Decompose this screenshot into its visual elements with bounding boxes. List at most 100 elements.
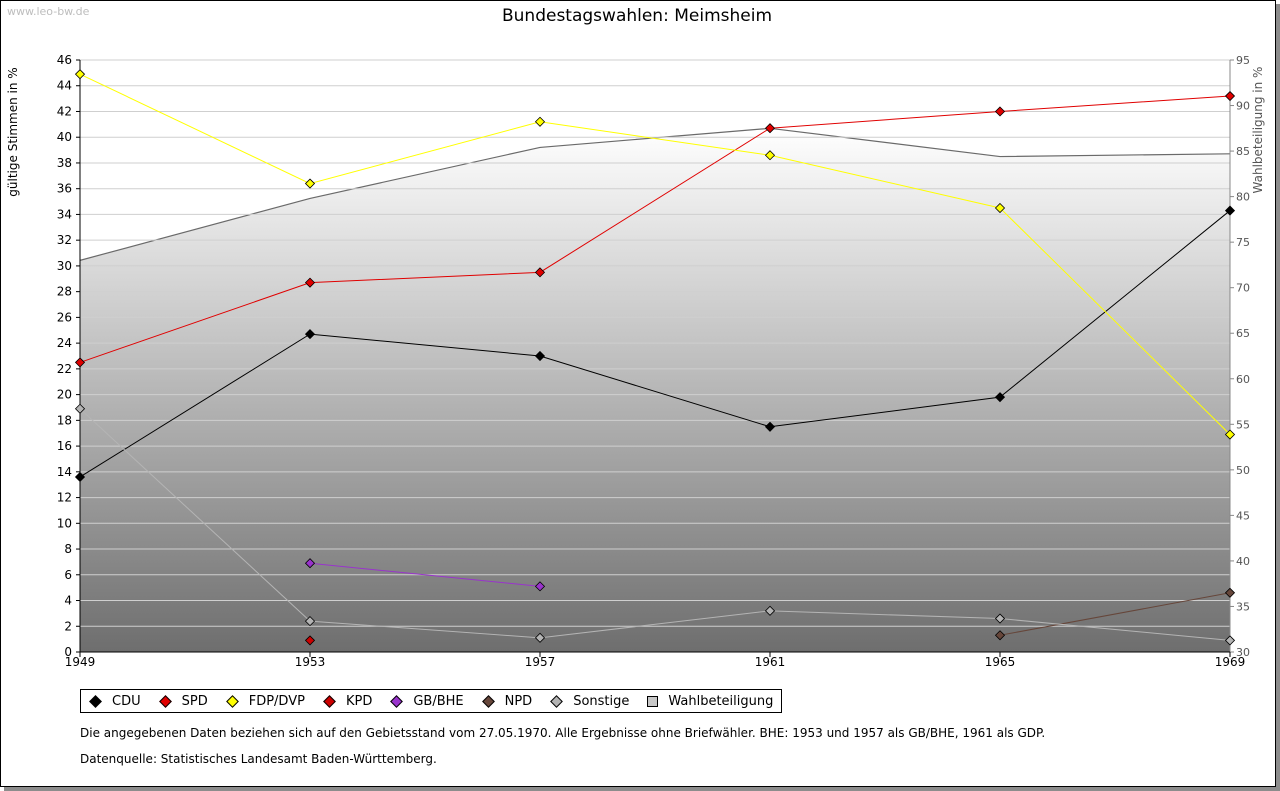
data-point-sonstige bbox=[1224, 635, 1236, 646]
data-point-cdu bbox=[304, 329, 316, 340]
y-tick-label: 28 bbox=[57, 285, 72, 299]
legend-label-sonstige: Sonstige bbox=[573, 693, 630, 709]
data-point-fdp-dvp bbox=[304, 178, 316, 189]
y-tick-label: 26 bbox=[57, 310, 72, 324]
data-point-spd bbox=[304, 277, 316, 288]
legend-swatch-cdu bbox=[89, 694, 102, 708]
data-point-fdp-dvp bbox=[1224, 429, 1236, 440]
y-tick-label: 24 bbox=[57, 336, 72, 350]
y2-tick-label: 40 bbox=[1236, 555, 1250, 568]
y-tick-label: 44 bbox=[57, 79, 72, 93]
legend-item-fdp-dvp: FDP/DVP bbox=[224, 694, 305, 709]
legend-label-gb-bhe: GB/BHE bbox=[413, 693, 464, 709]
data-point-cdu bbox=[1224, 205, 1236, 216]
series-cdu bbox=[74, 205, 1236, 483]
y-tick-label: 18 bbox=[57, 413, 72, 427]
y-tick-label: 12 bbox=[57, 491, 72, 505]
x-tick-label: 1965 bbox=[985, 655, 1016, 669]
legend-item-sonstige: Sonstige bbox=[548, 694, 629, 709]
data-point-fdp-dvp bbox=[994, 202, 1006, 214]
y2-tick-label: 55 bbox=[1236, 418, 1250, 431]
y-tick-label: 38 bbox=[57, 156, 72, 170]
y2-tick-label: 35 bbox=[1236, 600, 1250, 613]
legend-label-spd: SPD bbox=[181, 693, 208, 709]
legend-item-gb-bhe: GB/BHE bbox=[388, 693, 464, 709]
series-spd bbox=[74, 90, 1236, 368]
data-point-gb-bhe bbox=[534, 581, 546, 592]
data-point-cdu bbox=[994, 392, 1006, 403]
turnout-line bbox=[79, 127, 1231, 261]
legend-label-wahlbeteiligung: Wahlbeteiligung bbox=[668, 693, 774, 709]
x-tick-label: 1957 bbox=[525, 655, 556, 669]
series-line-npd bbox=[999, 592, 1231, 636]
y-tick-label: 16 bbox=[57, 439, 72, 453]
series-line-spd bbox=[79, 95, 1231, 363]
note-data-source: Datenquelle: Statistisches Landesamt Bad… bbox=[80, 752, 437, 766]
data-point-kpd bbox=[304, 635, 316, 646]
legend-item-wahlbeteiligung: Wahlbeteiligung bbox=[645, 694, 773, 709]
series-line-sonstige bbox=[79, 408, 1231, 641]
x-tick-label: 1949 bbox=[65, 655, 96, 669]
series-kpd bbox=[304, 635, 316, 646]
x-tick-label: 1961 bbox=[755, 655, 786, 669]
y2-tick-label: 45 bbox=[1236, 509, 1250, 522]
y2-tick-label: 60 bbox=[1236, 373, 1250, 386]
legend-label-kpd: KPD bbox=[345, 693, 373, 709]
chart-title: Bundestagswahlen: Meimsheim bbox=[502, 6, 772, 26]
legend-swatch-spd bbox=[158, 694, 172, 708]
series-line-cdu bbox=[79, 210, 1231, 478]
y-tick-label: 34 bbox=[57, 207, 72, 221]
legend-item-npd: NPD bbox=[480, 693, 533, 709]
y-tick-label: 6 bbox=[64, 568, 72, 582]
y-tick-label: 46 bbox=[57, 53, 72, 67]
x-tick-label: 1969 bbox=[1215, 655, 1246, 669]
data-point-sonstige bbox=[534, 632, 546, 643]
data-point-spd bbox=[764, 123, 776, 134]
watermark: www.leo-bw.de bbox=[7, 5, 90, 18]
data-point-fdp-dvp bbox=[764, 150, 776, 161]
data-point-gb-bhe bbox=[304, 558, 316, 569]
legend: CDU SPD FDP/DVP KPD GB/BHE NPD Sonstige Wahlbet… bbox=[80, 689, 783, 713]
y2-tick-label: 65 bbox=[1236, 327, 1250, 340]
y2-tick-label: 50 bbox=[1236, 464, 1250, 477]
legend-swatch-gb-bhe bbox=[390, 694, 404, 708]
data-point-npd bbox=[994, 630, 1006, 641]
data-point-spd bbox=[534, 267, 546, 278]
data-point-spd bbox=[994, 106, 1006, 117]
series-line-gb-bhe bbox=[309, 562, 541, 587]
legend-item-kpd: KPD bbox=[321, 694, 372, 709]
note-data-basis: Die angegebenen Daten beziehen sich auf … bbox=[80, 726, 1046, 740]
data-point-cdu bbox=[74, 471, 86, 483]
legend-label-fdp-dvp: FDP/DVP bbox=[248, 693, 305, 709]
legend-swatch-sonstige bbox=[550, 694, 564, 708]
turnout-area bbox=[80, 128, 1230, 653]
y-tick-label: 2 bbox=[64, 619, 72, 633]
y-tick-label: 4 bbox=[64, 594, 72, 608]
series-sonstige bbox=[74, 403, 1236, 646]
y2-tick-label: 80 bbox=[1236, 191, 1250, 204]
legend-item-cdu: CDU bbox=[87, 694, 141, 709]
y-tick-label: 14 bbox=[57, 465, 72, 479]
legend-label-npd: NPD bbox=[504, 693, 533, 709]
y-tick-label: 22 bbox=[57, 362, 72, 376]
data-point-sonstige bbox=[994, 613, 1006, 624]
data-point-npd bbox=[1224, 587, 1236, 598]
data-point-sonstige bbox=[74, 403, 86, 414]
data-point-fdp-dvp bbox=[74, 69, 86, 80]
data-point-sonstige bbox=[764, 605, 776, 616]
data-point-spd bbox=[74, 357, 86, 368]
y-tick-label: 36 bbox=[57, 182, 72, 196]
y-tick-label: 30 bbox=[57, 259, 72, 273]
axes: 0246810121416182022242628303234363840424… bbox=[57, 53, 1250, 669]
legend-swatch-npd bbox=[481, 694, 495, 708]
y2-tick-label: 95 bbox=[1236, 54, 1250, 67]
legend-swatch-wahlbeteiligung bbox=[647, 695, 659, 707]
y-tick-label: 0 bbox=[64, 645, 72, 659]
x-tick-label: 1953 bbox=[295, 655, 326, 669]
turnout-area-group bbox=[79, 127, 1231, 653]
data-point-cdu bbox=[764, 421, 776, 432]
y2-tick-label: 85 bbox=[1236, 145, 1250, 158]
y-tick-label: 20 bbox=[57, 388, 72, 402]
gridlines bbox=[80, 59, 1230, 627]
